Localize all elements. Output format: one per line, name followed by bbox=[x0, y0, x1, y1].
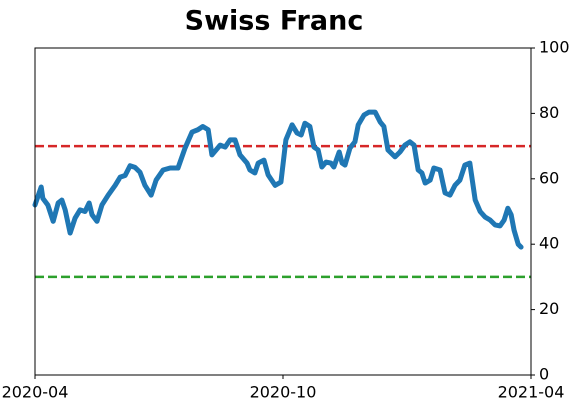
x-tick-label: 2021-04 bbox=[498, 383, 565, 402]
data-line bbox=[32, 109, 524, 250]
x-tick-label: 2020-04 bbox=[2, 383, 69, 402]
y-tick-label: 40 bbox=[539, 234, 559, 253]
chart-title: Swiss Franc bbox=[185, 6, 364, 37]
x-tick-label: 2020-10 bbox=[250, 383, 317, 402]
y-tick-label: 100 bbox=[539, 38, 570, 57]
y-tick-label: 20 bbox=[539, 299, 559, 318]
y-tick-label: 80 bbox=[539, 103, 559, 122]
y-tick-label: 0 bbox=[539, 365, 549, 384]
plot-frame bbox=[34, 47, 532, 376]
y-tick-label: 60 bbox=[539, 168, 559, 187]
